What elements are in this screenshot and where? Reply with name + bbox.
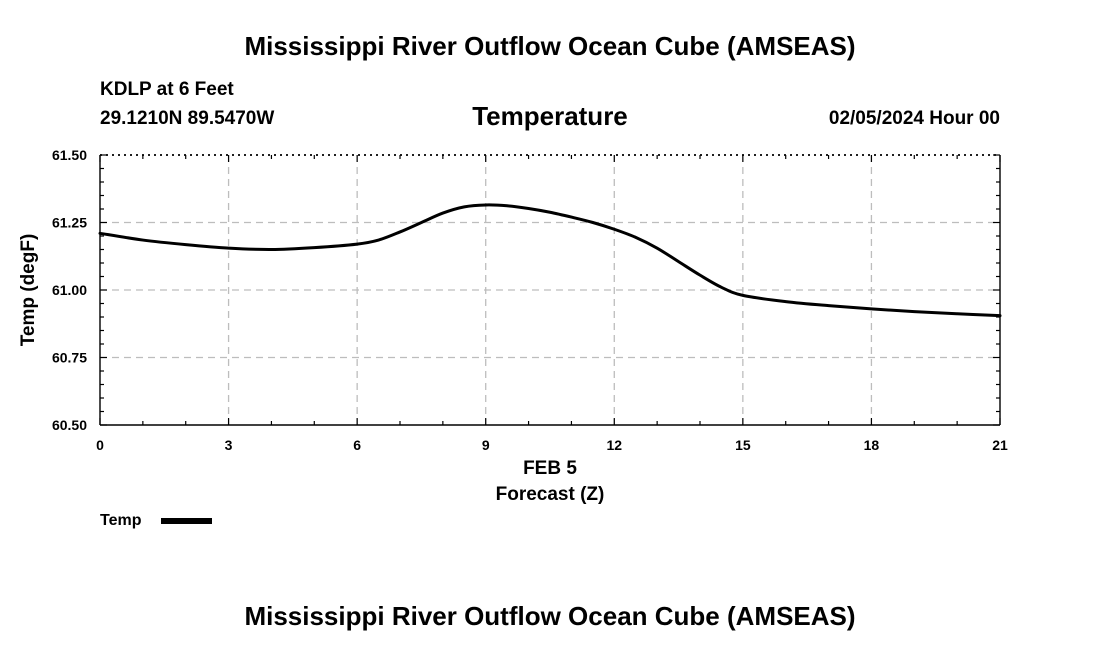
- x-tick-label: 6: [353, 437, 361, 453]
- datetime-label: 02/05/2024 Hour 00: [829, 108, 1000, 129]
- y-axis-label: Temp (degF): [18, 234, 39, 347]
- x-tick-label: 3: [225, 437, 233, 453]
- x-tick-labels: 0 3 6 9 12 15 18 21: [96, 437, 1008, 453]
- y-tick-label: 61.00: [52, 282, 87, 298]
- x-tick-label: 9: [482, 437, 490, 453]
- x-tick-label: 15: [735, 437, 751, 453]
- x-tick-label: 18: [864, 437, 880, 453]
- y-tick-labels: 60.50 60.75 61.00 61.25 61.50: [52, 147, 87, 433]
- y-tick-label: 61.25: [52, 215, 87, 231]
- x-axis-label: Forecast (Z): [496, 484, 605, 505]
- series-lines: [98, 203, 1002, 318]
- y-tick-label: 60.75: [52, 350, 87, 366]
- y-tick-label: 60.50: [52, 417, 87, 433]
- legend: Temp: [100, 512, 212, 529]
- coordinates-label: 29.1210N 89.5470W: [100, 108, 274, 129]
- station-label: KDLP at 6 Feet: [100, 79, 234, 100]
- grid-lines: [100, 155, 1000, 425]
- y-tick-label: 61.50: [52, 147, 87, 163]
- bottom-title: Mississippi River Outflow Ocean Cube (AM…: [244, 601, 855, 631]
- x-axis-date-label: FEB 5: [523, 458, 577, 479]
- page-title: Mississippi River Outflow Ocean Cube (AM…: [244, 31, 855, 61]
- chart-subtitle: Temperature: [472, 101, 628, 131]
- x-tick-label: 0: [96, 437, 104, 453]
- series-line-temp: [98, 203, 1002, 318]
- x-tick-label: 21: [992, 437, 1008, 453]
- x-tick-label: 12: [606, 437, 622, 453]
- axis-ticks: [99, 154, 1001, 426]
- legend-label-temp: Temp: [100, 512, 142, 529]
